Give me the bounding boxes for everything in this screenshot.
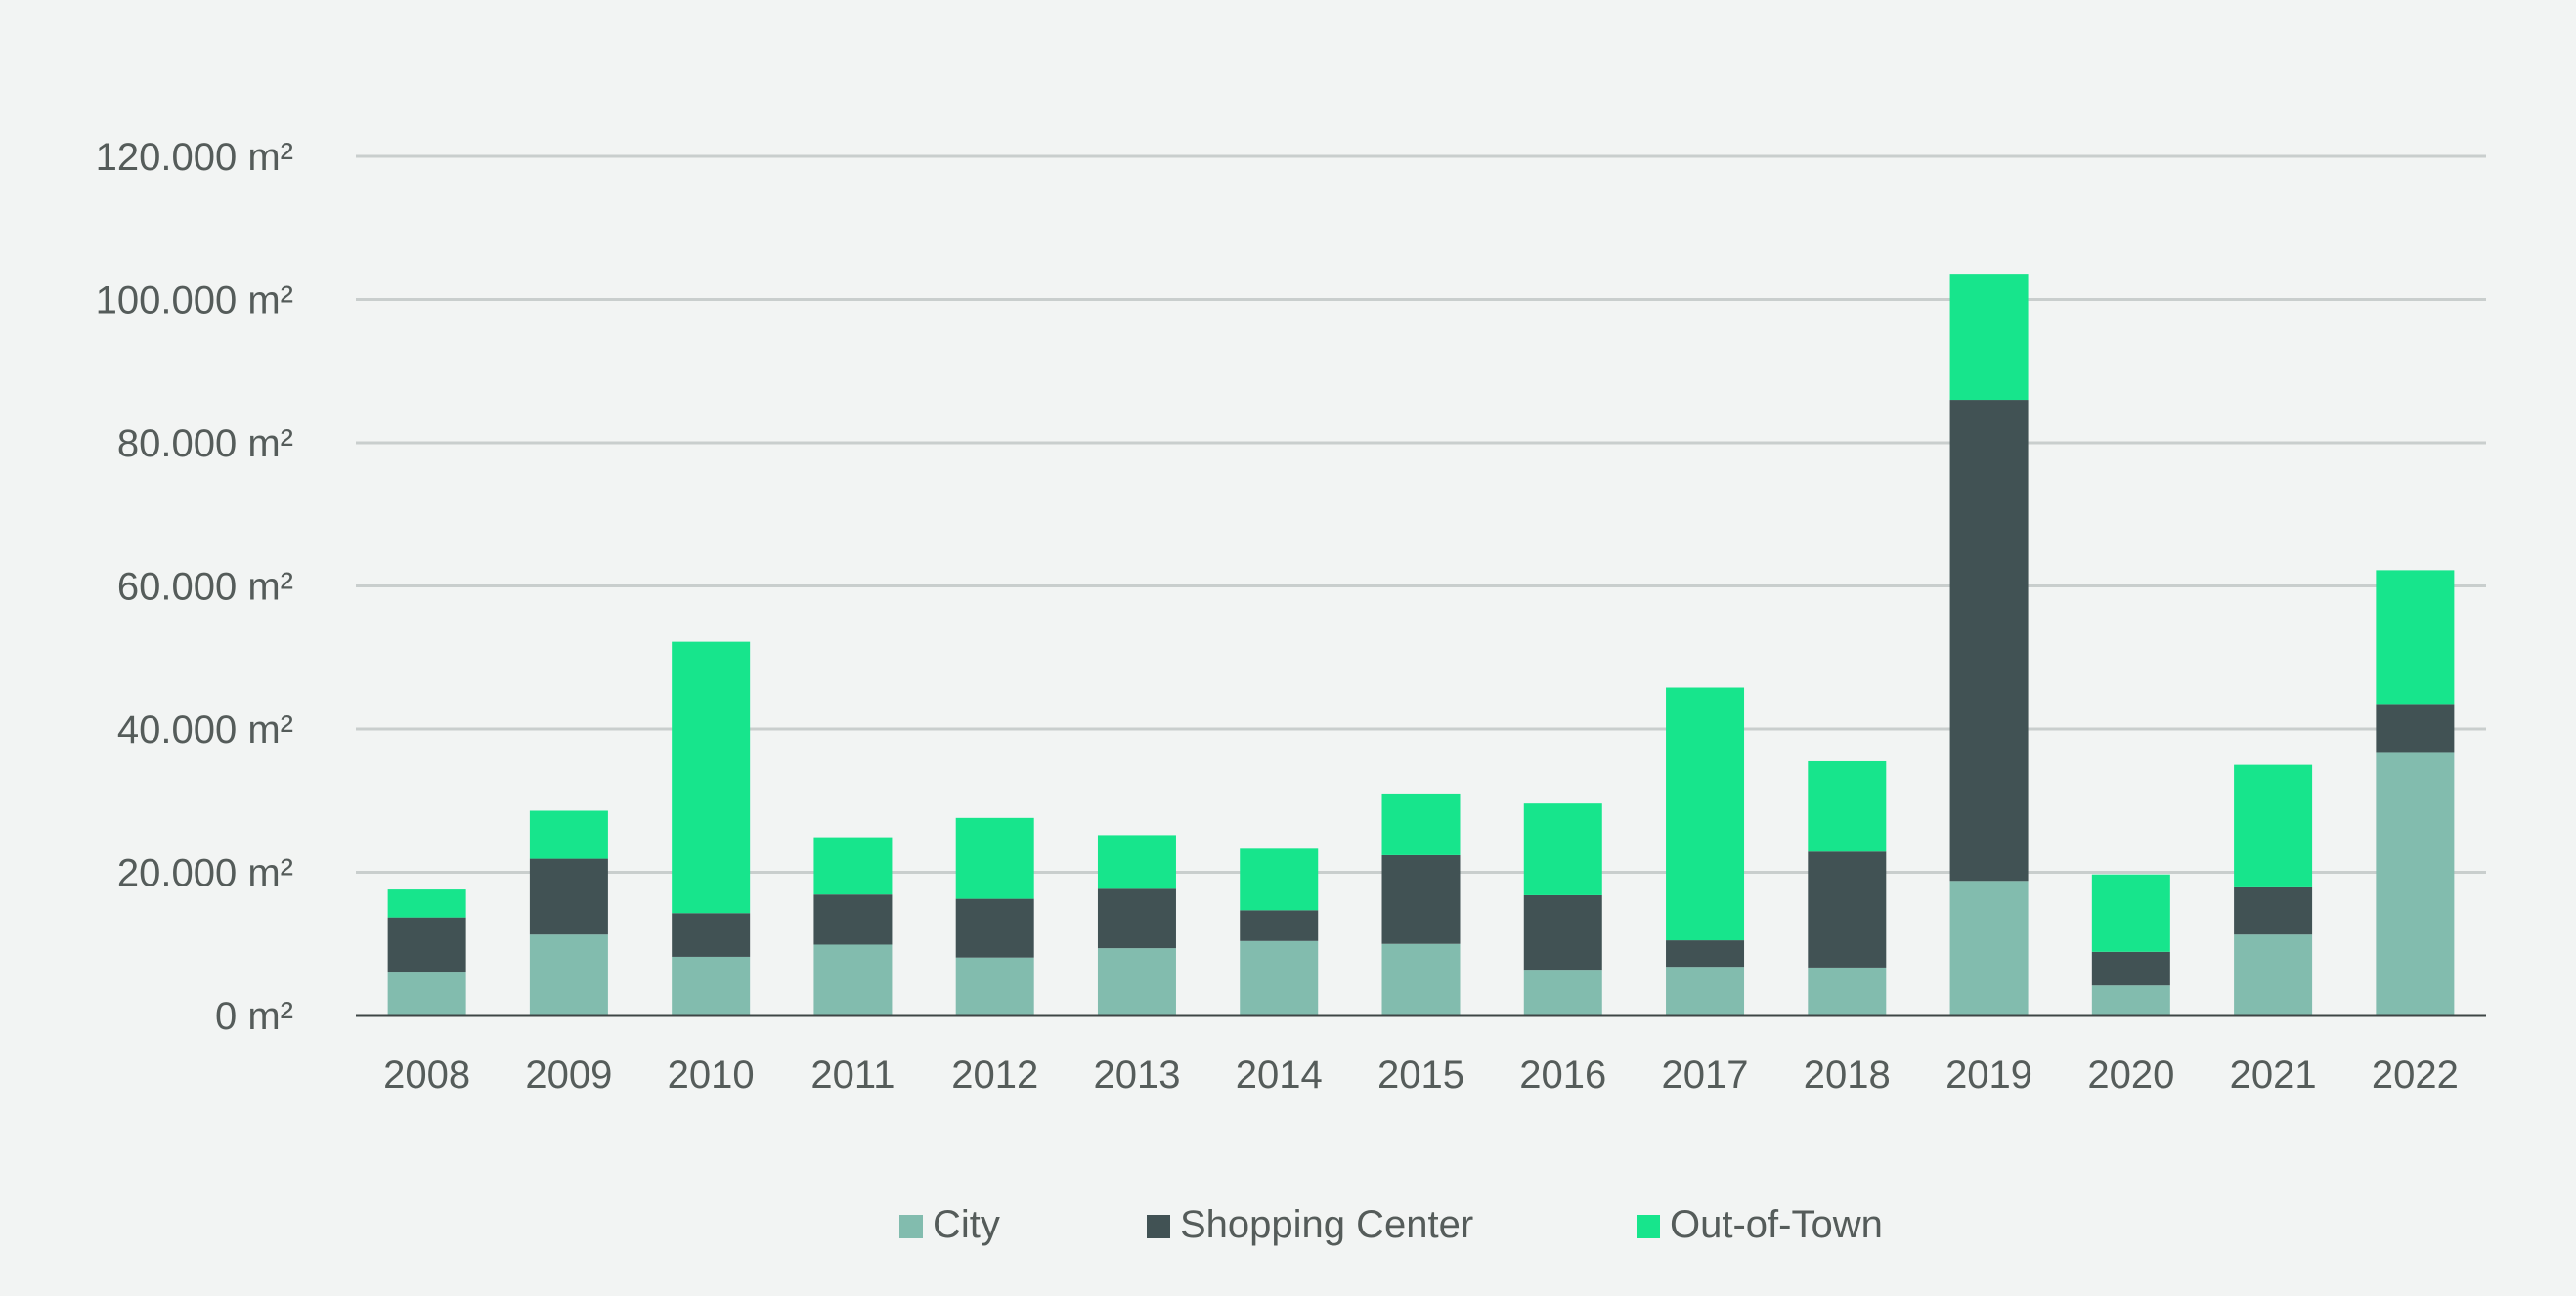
x-tick-label: 2017 bbox=[1662, 1054, 1749, 1097]
bar-segment-out-of-town-2019 bbox=[1949, 274, 2029, 401]
bar-segment-shopping-center-2020 bbox=[2091, 951, 2170, 986]
x-tick-label: 2011 bbox=[810, 1054, 895, 1097]
bar-segment-shopping-center-2012 bbox=[955, 898, 1034, 958]
x-tick-label: 2008 bbox=[383, 1054, 470, 1097]
x-tick-label: 2014 bbox=[1236, 1054, 1323, 1097]
bar-segment-city-2011 bbox=[813, 944, 893, 1015]
bar-segment-out-of-town-2018 bbox=[1808, 760, 1887, 852]
legend-swatch bbox=[1637, 1215, 1660, 1238]
bar-segment-shopping-center-2014 bbox=[1240, 910, 1319, 941]
y-tick-label: 40.000 m² bbox=[117, 709, 293, 752]
bar-segment-out-of-town-2013 bbox=[1097, 835, 1176, 889]
legend-label: Shopping Center bbox=[1180, 1203, 1473, 1246]
bar-segment-out-of-town-2008 bbox=[387, 889, 466, 918]
bar-segment-shopping-center-2015 bbox=[1381, 854, 1461, 944]
y-tick-label: 120.000 m² bbox=[96, 136, 293, 179]
bar-segment-shopping-center-2022 bbox=[2376, 704, 2455, 753]
bar-segment-city-2015 bbox=[1381, 943, 1461, 1015]
x-tick-label: 2022 bbox=[2372, 1054, 2459, 1097]
bar-segment-shopping-center-2019 bbox=[1949, 400, 2029, 882]
bar-segment-out-of-town-2022 bbox=[2376, 570, 2455, 705]
x-tick-label: 2018 bbox=[1804, 1054, 1891, 1097]
y-tick-label: 60.000 m² bbox=[117, 566, 293, 609]
bar-segment-shopping-center-2009 bbox=[529, 858, 608, 935]
bar-segment-shopping-center-2021 bbox=[2234, 886, 2313, 935]
bar-segment-out-of-town-2020 bbox=[2091, 874, 2170, 952]
bar-segment-city-2020 bbox=[2091, 985, 2170, 1015]
bar-segment-out-of-town-2015 bbox=[1381, 793, 1461, 855]
bar-segment-shopping-center-2010 bbox=[672, 913, 751, 957]
legend-swatch bbox=[1147, 1215, 1170, 1238]
bar-segment-out-of-town-2010 bbox=[672, 641, 751, 914]
y-tick-label: 100.000 m² bbox=[96, 280, 293, 323]
bar-segment-city-2017 bbox=[1666, 967, 1745, 1015]
bar-segment-city-2018 bbox=[1808, 967, 1887, 1015]
bar-segment-city-2022 bbox=[2376, 752, 2455, 1015]
bar-segment-city-2010 bbox=[672, 956, 751, 1015]
legend-label: City bbox=[933, 1203, 1000, 1246]
bar-segment-city-2009 bbox=[529, 934, 608, 1015]
x-tick-label: 2016 bbox=[1519, 1054, 1606, 1097]
legend-swatch bbox=[899, 1215, 923, 1238]
bar-segment-city-2021 bbox=[2234, 934, 2313, 1015]
x-tick-label: 2009 bbox=[525, 1054, 612, 1097]
bar-segment-shopping-center-2008 bbox=[387, 917, 466, 973]
bar-segment-city-2013 bbox=[1097, 948, 1176, 1015]
legend: City Shopping Center Out-of-Town bbox=[899, 1203, 1883, 1246]
x-tick-label: 2013 bbox=[1093, 1054, 1180, 1097]
bar-segment-shopping-center-2011 bbox=[813, 894, 893, 945]
y-tick-label: 0 m² bbox=[215, 995, 293, 1038]
y-tick-label: 20.000 m² bbox=[117, 852, 293, 895]
bar-segment-shopping-center-2016 bbox=[1523, 894, 1602, 971]
bar-segment-out-of-town-2011 bbox=[813, 837, 893, 895]
bar-segment-city-2008 bbox=[387, 972, 466, 1015]
x-tick-label: 2019 bbox=[1945, 1054, 2032, 1097]
bar-segment-shopping-center-2013 bbox=[1097, 888, 1176, 949]
axes: 0 m² 20.000 m² 40.000 m² 60.000 m² 80.000 m²… bbox=[96, 136, 2486, 1097]
bar-segment-city-2019 bbox=[1949, 881, 2029, 1015]
y-tick-label: 80.000 m² bbox=[117, 422, 293, 465]
bar-segment-out-of-town-2014 bbox=[1240, 848, 1319, 911]
bar-segment-out-of-town-2009 bbox=[529, 810, 608, 859]
bar-segment-city-2012 bbox=[955, 957, 1034, 1015]
bar-segment-out-of-town-2021 bbox=[2234, 764, 2313, 887]
x-tick-label: 2012 bbox=[951, 1054, 1038, 1097]
bar-segment-out-of-town-2012 bbox=[955, 817, 1034, 899]
bar-segment-shopping-center-2018 bbox=[1808, 851, 1887, 968]
bar-segment-city-2016 bbox=[1523, 970, 1602, 1015]
bars bbox=[387, 274, 2455, 1015]
bar-segment-out-of-town-2016 bbox=[1523, 803, 1602, 895]
x-tick-label: 2015 bbox=[1377, 1054, 1464, 1097]
bar-segment-shopping-center-2017 bbox=[1666, 940, 1745, 968]
x-tick-label: 2010 bbox=[668, 1054, 755, 1097]
bar-segment-out-of-town-2017 bbox=[1666, 687, 1745, 941]
x-tick-label: 2020 bbox=[2087, 1054, 2174, 1097]
x-tick-label: 2021 bbox=[2230, 1054, 2317, 1097]
legend-label: Out-of-Town bbox=[1670, 1203, 1883, 1246]
bar-segment-city-2014 bbox=[1240, 940, 1319, 1015]
